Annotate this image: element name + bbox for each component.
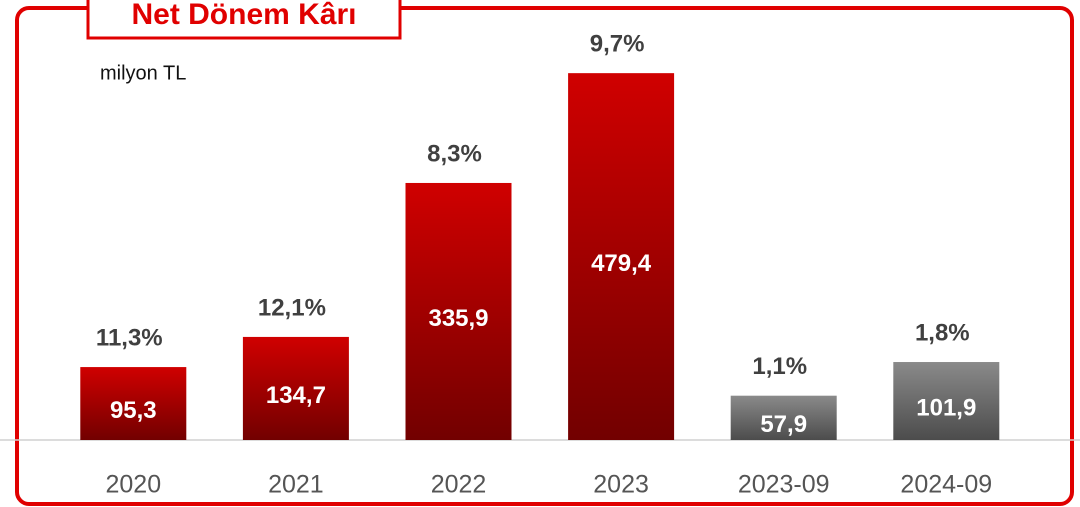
value-label: 57,9 [760,411,807,438]
bar [568,73,675,440]
x-tick-label: 2022 [431,471,487,499]
percent-label: 11,3% [96,324,163,351]
x-tick-label: 2024-09 [900,471,992,499]
value-label: 479,4 [591,250,652,277]
x-tick-label: 2023 [593,471,649,499]
percent-label: 1,8% [915,319,970,346]
bar [242,336,349,440]
value-label: 101,9 [916,394,976,421]
unit-label: milyon TL [100,62,186,84]
bar [405,182,512,440]
title-box [86,0,402,40]
percent-label: 8,3% [427,140,482,167]
percent-label: 9,7% [590,30,645,57]
frame [15,6,1074,506]
percent-label: 12,1% [258,294,326,321]
x-tick-label: 2020 [105,471,161,499]
x-tick-label: 2021 [268,471,324,499]
value-label: 95,3 [110,397,157,424]
x-tick-label: 2023-09 [738,471,830,499]
bar [80,367,187,440]
bar [730,395,837,440]
chart-title: Net Dönem Kârı [131,0,356,31]
value-label: 134,7 [266,382,326,409]
value-label: 335,9 [428,305,488,332]
bar [893,362,1000,440]
percent-label: 1,1% [752,353,807,380]
